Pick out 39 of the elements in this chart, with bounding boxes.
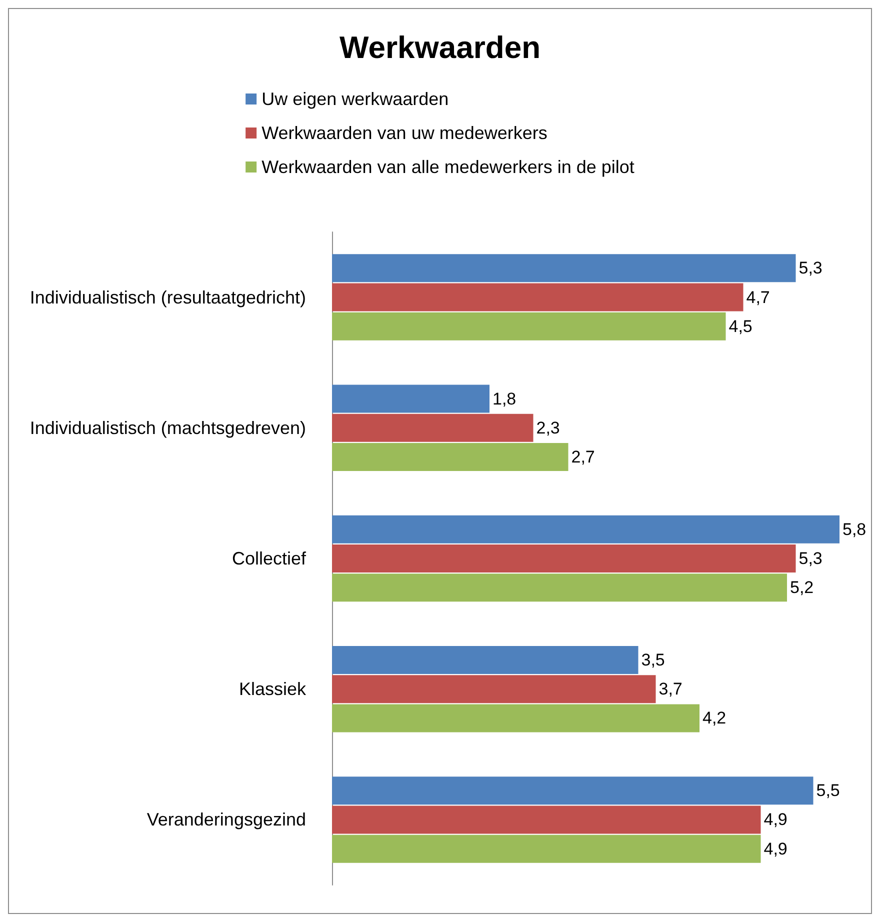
bar [332, 384, 490, 413]
data-label: 5,2 [790, 578, 814, 598]
data-label: 4,7 [746, 288, 770, 307]
bar [332, 574, 787, 602]
data-label: 3,5 [641, 650, 665, 670]
y-tick-label: Collectief [232, 548, 307, 568]
chart-title: Werkwaarden [339, 30, 541, 65]
bar [332, 312, 726, 340]
y-tick-label: Individualistisch (machtsgedreven) [30, 418, 306, 438]
legend-label: Werkwaarden van uw medewerkers [262, 123, 548, 143]
legend-label: Uw eigen werkwaarden [262, 89, 449, 109]
bar [332, 414, 534, 442]
bar [332, 806, 761, 834]
data-label: 4,2 [702, 708, 726, 728]
bar [332, 675, 656, 704]
data-label: 5,3 [798, 258, 822, 278]
data-label: 2,7 [571, 448, 595, 467]
bar [332, 834, 761, 863]
data-label: 4,9 [764, 839, 788, 858]
y-tick-label: Klassiek [238, 679, 307, 700]
data-label: 3,7 [658, 680, 682, 699]
bar [332, 704, 700, 732]
y-tick-label: Veranderingsgezind [146, 810, 306, 830]
bar [332, 544, 796, 572]
bar [332, 443, 568, 472]
bar [332, 646, 638, 674]
bar [332, 776, 814, 805]
y-tick-label: Individualistisch (resultaatgedricht) [30, 287, 306, 308]
data-label: 2,3 [536, 418, 560, 438]
bar [332, 515, 840, 544]
data-label: 5,3 [798, 549, 822, 568]
data-label: 5,8 [842, 520, 866, 539]
data-label: 5,5 [816, 781, 840, 800]
legend-label: Werkwaarden van alle medewerkers in de pilot [262, 157, 634, 177]
data-label: 1,8 [492, 389, 516, 408]
bar [332, 283, 744, 312]
data-label: 4,5 [728, 316, 752, 336]
data-label: 4,9 [764, 810, 788, 830]
bar [332, 254, 796, 282]
